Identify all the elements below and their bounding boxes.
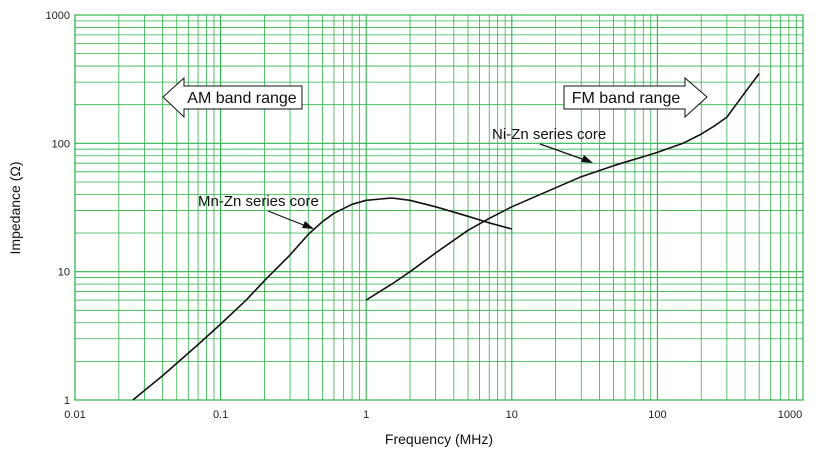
y-tick-label: 100	[52, 138, 70, 150]
x-tick-label: 1000	[778, 409, 802, 421]
ni-zn-series-label: Ni-Zn series core	[492, 126, 606, 143]
x-tick-label: 0.1	[213, 409, 228, 421]
mn-zn-pointer-head	[302, 221, 314, 229]
fm-band-label: FM band range	[572, 90, 681, 107]
grid-lines	[74, 15, 803, 401]
annotation-ni-zn: Ni-Zn series core	[492, 126, 606, 163]
y-axis-title: Impedance (Ω)	[7, 162, 23, 255]
am-band-arrow: AM band range	[162, 76, 303, 119]
x-axis-title: Frequency (MHz)	[385, 431, 493, 447]
y-tick-labels: 1 10 100 1000	[46, 10, 70, 407]
y-tick-label: 1000	[46, 10, 70, 22]
mn-zn-series-line	[132, 197, 513, 401]
y-tick-label: 10	[58, 267, 70, 279]
fm-band-arrow: FM band range	[563, 76, 708, 119]
ni-zn-pointer-head	[581, 155, 593, 163]
annotation-mn-zn: Mn-Zn series core	[198, 193, 319, 229]
y-tick-label: 1	[64, 395, 70, 407]
x-tick-label: 10	[506, 409, 518, 421]
am-band-label: AM band range	[187, 90, 297, 107]
x-tick-label: 0.01	[64, 409, 85, 421]
x-tick-labels: 0.01 0.1 1 10 100 1000	[64, 409, 802, 421]
mn-zn-series-label: Mn-Zn series core	[198, 193, 319, 210]
x-tick-label: 100	[648, 409, 666, 421]
x-tick-label: 1	[363, 409, 369, 421]
plot-frame	[74, 14, 804, 401]
ni-zn-pointer-line	[539, 143, 586, 161]
series-lines	[132, 73, 760, 401]
ni-zn-series-line	[365, 73, 760, 301]
mn-zn-pointer-line	[267, 210, 307, 227]
